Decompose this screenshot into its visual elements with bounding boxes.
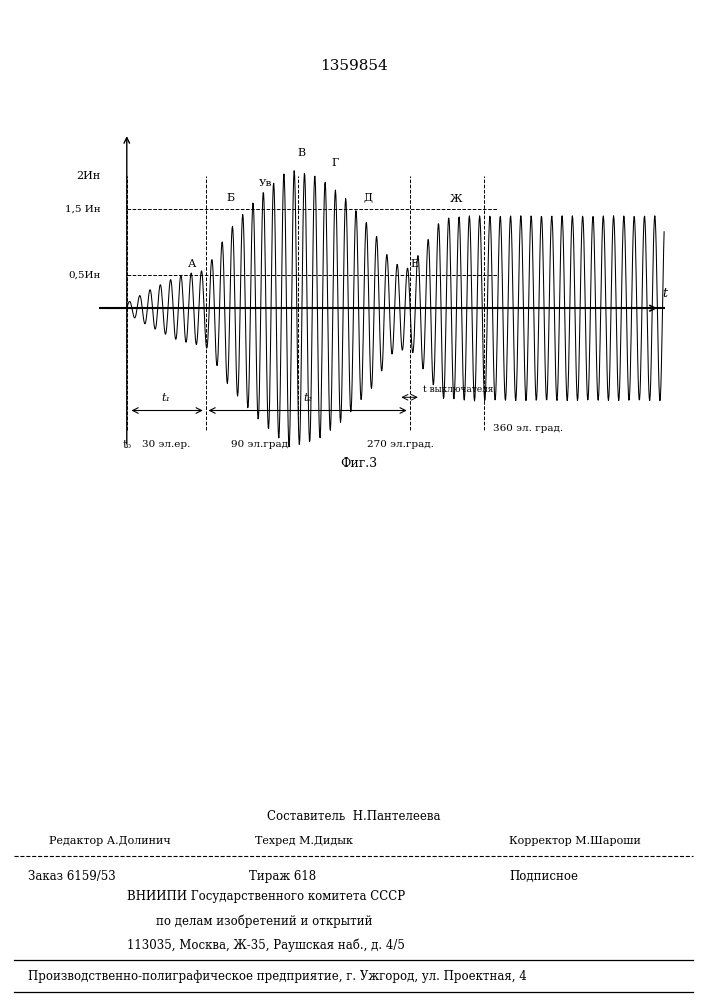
Text: Ж: Ж: [450, 194, 462, 204]
Text: t выключателя: t выключателя: [423, 385, 493, 394]
Text: Тираж 618: Тираж 618: [250, 870, 316, 883]
Text: 0,5Ин: 0,5Ин: [69, 271, 101, 280]
Text: 1359854: 1359854: [320, 59, 387, 73]
Text: Редактор А.Долинич: Редактор А.Долинич: [49, 836, 171, 846]
Text: Заказ 6159/53: Заказ 6159/53: [28, 870, 116, 883]
Text: Производственно-полиграфическое предприятие, г. Ужгород, ул. Проектная, 4: Производственно-полиграфическое предприя…: [28, 970, 527, 983]
Text: Ув: Ув: [259, 179, 273, 188]
Text: 2Ин: 2Ин: [76, 171, 101, 181]
Text: А: А: [187, 259, 196, 269]
Text: Г: Г: [332, 158, 339, 168]
Text: 1,5 Ин: 1,5 Ин: [65, 205, 101, 214]
Text: Е: Е: [410, 259, 419, 269]
Text: 360 эл. град.: 360 эл. град.: [493, 424, 563, 433]
Text: Корректор М.Шароши: Корректор М.Шароши: [509, 836, 641, 846]
Text: ВНИИПИ Государственного комитета СССР: ВНИИПИ Государственного комитета СССР: [127, 890, 405, 903]
Text: Техред М.Дидык: Техред М.Дидык: [255, 836, 353, 846]
Text: Д: Д: [363, 193, 373, 203]
Text: t₀: t₀: [122, 440, 132, 450]
Text: В: В: [297, 148, 305, 158]
Text: 30 эл.ер.: 30 эл.ер.: [142, 440, 190, 449]
Text: 113035, Москва, Ж-35, Раушская наб., д. 4/5: 113035, Москва, Ж-35, Раушская наб., д. …: [127, 938, 405, 952]
Text: Составитель  Н.Пантелеева: Составитель Н.Пантелеева: [267, 810, 440, 823]
Text: 270 эл.град.: 270 эл.град.: [367, 440, 434, 449]
Text: t₂: t₂: [303, 393, 312, 403]
Text: t: t: [662, 287, 667, 300]
Text: t₁: t₁: [162, 393, 170, 403]
Text: Б: Б: [226, 193, 235, 203]
Text: Подписное: Подписное: [509, 870, 578, 883]
Text: Фиг.3: Фиг.3: [340, 457, 377, 470]
Text: по делам изобретений и открытий: по делам изобретений и открытий: [156, 914, 372, 928]
Text: 90 эл.град.: 90 эл.град.: [231, 440, 291, 449]
